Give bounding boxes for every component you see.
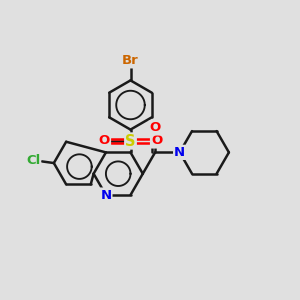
Text: S: S <box>125 134 136 148</box>
Text: O: O <box>149 122 161 134</box>
Text: N: N <box>174 146 185 159</box>
Text: O: O <box>151 134 162 148</box>
Text: O: O <box>99 134 110 148</box>
Text: Cl: Cl <box>26 154 40 167</box>
Text: N: N <box>174 146 185 159</box>
Text: N: N <box>100 188 112 202</box>
Text: Br: Br <box>122 54 139 68</box>
